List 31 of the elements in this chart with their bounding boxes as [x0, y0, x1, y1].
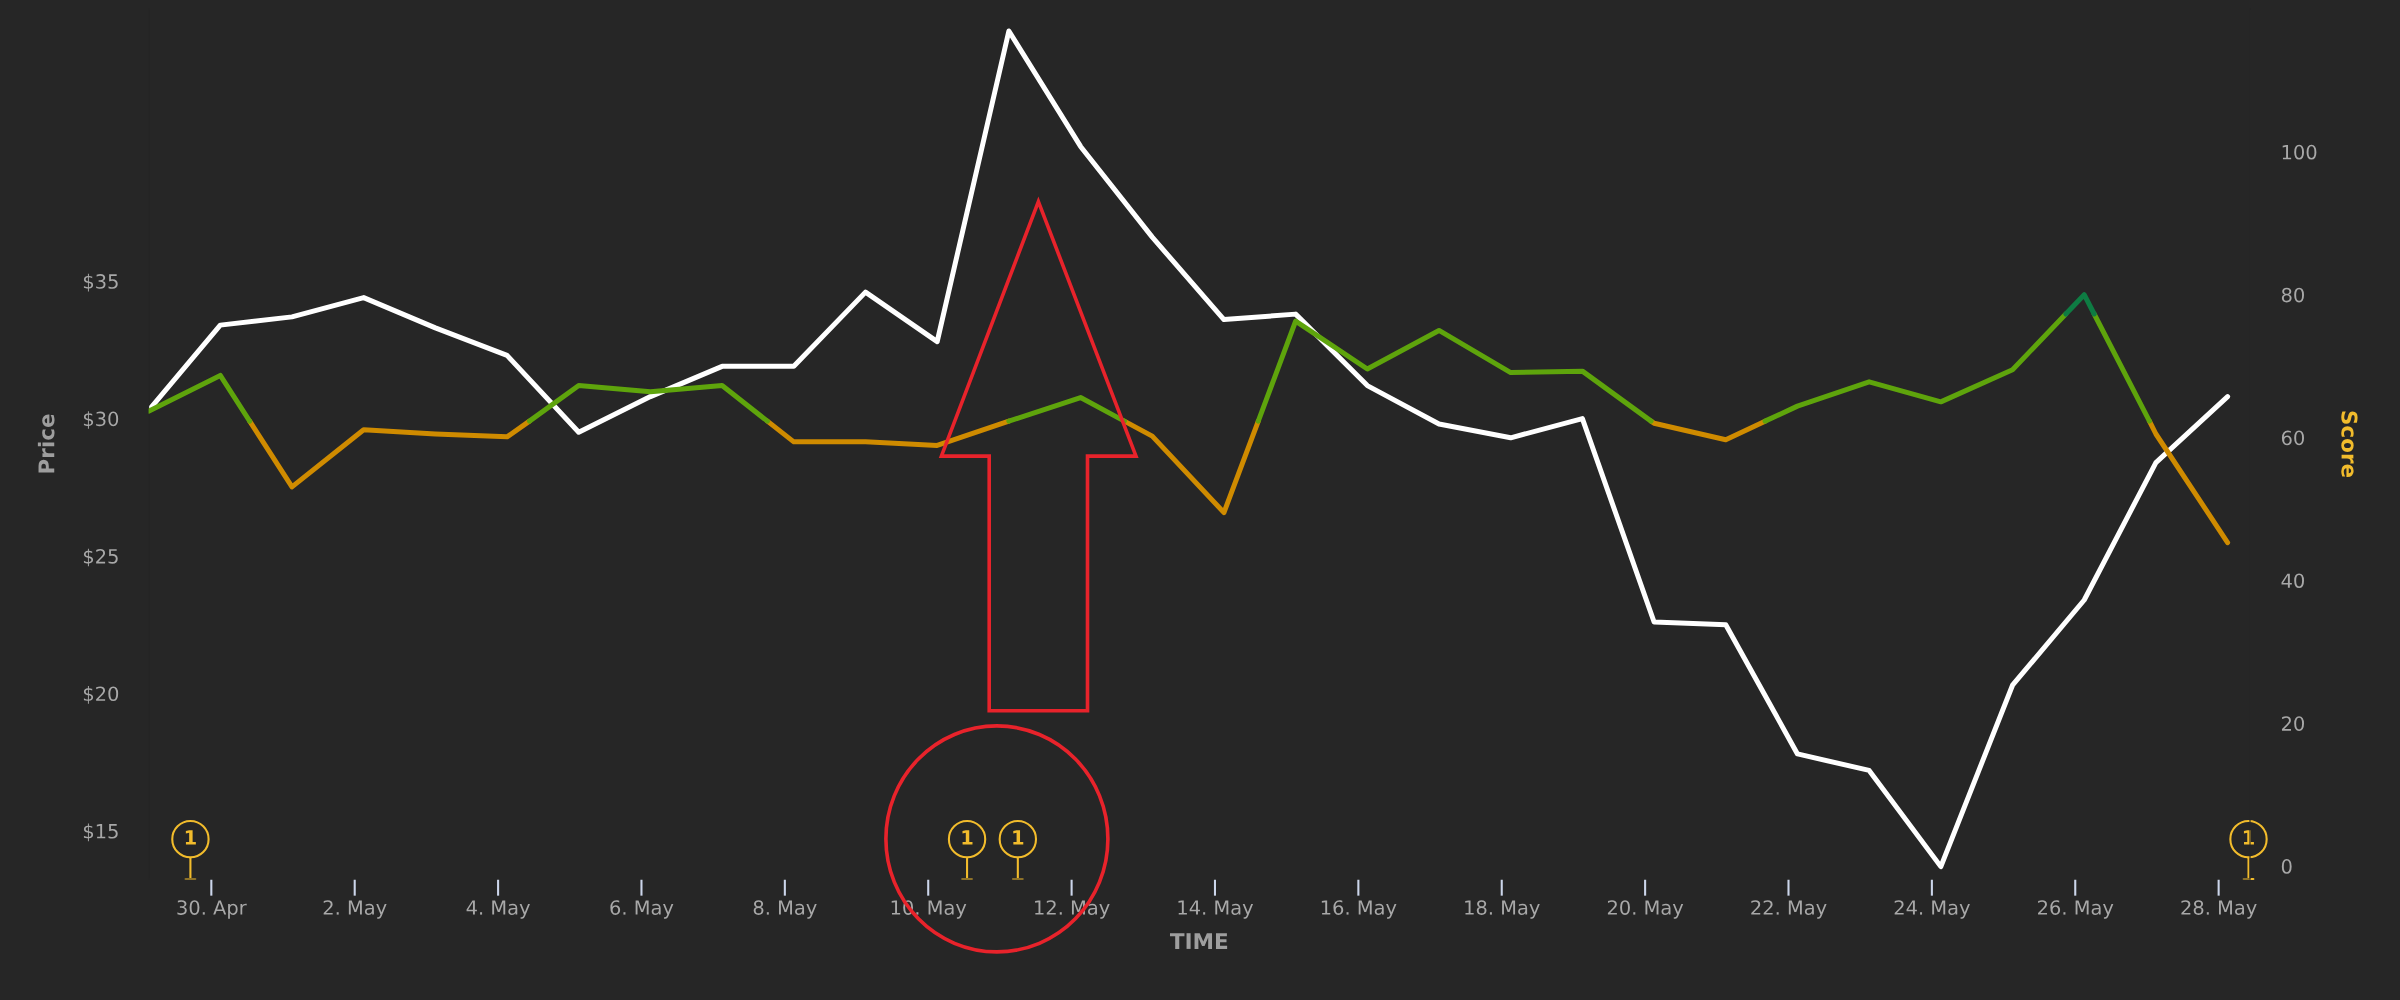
x-axis-title: TIME	[1169, 933, 1228, 949]
x-tick-label: 16. May	[1321, 900, 1397, 919]
x-tick-label: 24. May	[1894, 900, 1970, 919]
y-tick-label: $30	[83, 411, 119, 429]
x-tick-label: 20. May	[1607, 900, 1684, 919]
x-tick-label: 26. May	[2038, 900, 2114, 919]
x-tick-label: 22. May	[1751, 900, 1827, 919]
x-tick-label: 14. May	[1178, 900, 1254, 919]
x-tick-label: 8. May	[753, 900, 817, 919]
x-tick-label: 4. May	[466, 900, 530, 919]
y-tick-label: $15	[83, 823, 118, 842]
annotation: 1	[2243, 830, 2254, 845]
annotation: 1	[962, 830, 973, 845]
y2-tick-label: 0	[2281, 859, 2292, 874]
x-tick-label: 2. May	[323, 900, 387, 919]
annotation: 1	[1013, 830, 1024, 845]
y-tick-label: $20	[83, 686, 119, 704]
y-axis-title: Price	[37, 414, 55, 473]
y-tick-label: $25	[83, 548, 118, 567]
x-tick-label: 18. May	[1465, 900, 1540, 919]
y2-tick-label: 80	[2281, 287, 2305, 303]
x-tick-label: 28. May	[2181, 900, 2257, 919]
y2-axis-title: Score	[2341, 411, 2358, 478]
y-tick-label: $35	[83, 273, 118, 292]
x-tick-label: 6. May	[610, 900, 674, 919]
y2-tick-label: 60	[2281, 430, 2305, 446]
annotation: 1	[185, 830, 196, 845]
y2-tick-label: 100	[2282, 144, 2317, 160]
x-tick-label: 30. Apr	[177, 900, 247, 919]
y2-tick-label: 20	[2281, 716, 2305, 731]
y2-tick-label: 40	[2281, 573, 2305, 589]
